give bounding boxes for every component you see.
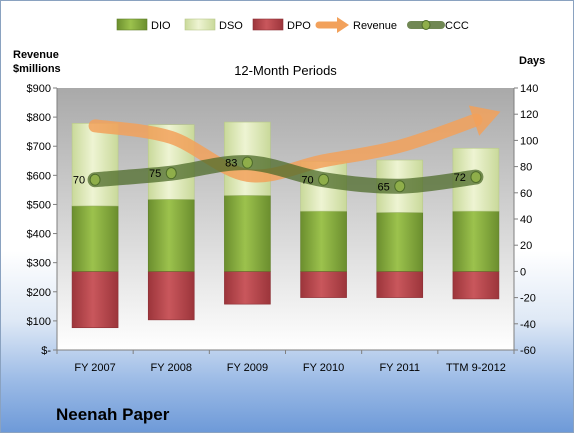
bar-dio xyxy=(147,199,195,272)
legend-swatch xyxy=(184,18,216,31)
right-axis-tick-label: 60 xyxy=(520,188,532,200)
left-axis-title: Revenue xyxy=(13,49,59,61)
ccc-line xyxy=(87,155,484,194)
bar-dpo xyxy=(376,271,424,298)
bar-dio xyxy=(300,210,347,272)
ccc-marker xyxy=(241,156,253,169)
legend-label: DPO xyxy=(287,20,311,32)
x-axis-tick-label: FY 2009 xyxy=(227,362,268,374)
left-axis-tick-label: $600 xyxy=(27,170,51,182)
right-axis-tick-label: -20 xyxy=(520,293,536,305)
legend-swatch xyxy=(116,18,148,31)
right-axis-tick-label: 40 xyxy=(520,214,532,226)
ccc-data-label: 83 xyxy=(225,158,237,170)
left-axis-tick-label: $700 xyxy=(27,141,51,153)
ccc-marker xyxy=(318,173,330,186)
legend-swatch-arrowhead xyxy=(337,17,349,33)
bar-dpo xyxy=(147,271,195,321)
ccc-data-label: 75 xyxy=(149,168,161,180)
legend-swatch-marker xyxy=(421,20,431,30)
legend-label: CCC xyxy=(445,20,469,32)
left-axis-tick-label: $- xyxy=(41,345,51,357)
bar-dio xyxy=(376,212,424,272)
chart-title: 12-Month Periods xyxy=(234,63,337,78)
x-axis-tick-label: FY 2008 xyxy=(151,362,192,374)
legend-label: DIO xyxy=(151,20,171,32)
left-axis-tick-label: $800 xyxy=(27,112,51,124)
x-axis-tick-label: FY 2011 xyxy=(379,362,420,374)
ccc-data-label: 65 xyxy=(378,181,390,193)
right-axis-tick-label: 100 xyxy=(520,135,538,147)
bar-dio xyxy=(71,205,119,272)
left-axis-tick-label: $400 xyxy=(27,229,51,241)
legend-label: Revenue xyxy=(353,20,397,32)
bar-dpo xyxy=(71,271,119,329)
ccc-marker xyxy=(394,180,406,193)
right-axis-tick-label: -60 xyxy=(520,345,536,357)
ccc-marker xyxy=(470,171,482,184)
left-axis-tick-label: $200 xyxy=(27,287,51,299)
right-axis-tick-label: 0 xyxy=(520,266,526,278)
ccc-marker xyxy=(165,167,177,180)
x-axis-tick-label: TTM 9-2012 xyxy=(446,362,506,374)
ccc-marker xyxy=(89,173,101,186)
left-axis-tick-label: $300 xyxy=(27,258,51,270)
ccc-data-label: 70 xyxy=(301,175,313,187)
bar-dpo xyxy=(452,271,500,300)
legend-label: DSO xyxy=(219,20,243,32)
bar-dio xyxy=(452,210,500,272)
bar-dpo xyxy=(224,271,271,305)
left-axis-title-units: $millions xyxy=(13,63,61,75)
ccc-data-label: 70 xyxy=(73,175,85,187)
revenue-arrowhead xyxy=(468,105,501,136)
company-name: Neenah Paper xyxy=(56,405,170,424)
bar-dio xyxy=(224,195,271,272)
ccc-data-label: 72 xyxy=(454,172,466,184)
x-axis-tick-label: FY 2010 xyxy=(303,362,344,374)
left-axis-tick-label: $900 xyxy=(27,83,51,95)
right-axis-title: Days xyxy=(519,55,545,67)
legend-swatch xyxy=(252,18,284,31)
right-axis-tick-label: 80 xyxy=(520,162,532,174)
right-axis-tick-label: -40 xyxy=(520,319,536,331)
right-axis-tick-label: 140 xyxy=(520,83,538,95)
bar-dso xyxy=(71,123,119,207)
right-axis-tick-label: 20 xyxy=(520,240,532,252)
right-axis-tick-label: 120 xyxy=(520,109,538,121)
x-axis-tick-label: FY 2007 xyxy=(74,362,115,374)
bar-dpo xyxy=(300,271,347,298)
left-axis-tick-label: $100 xyxy=(27,316,51,328)
left-axis-tick-label: $500 xyxy=(27,199,51,211)
